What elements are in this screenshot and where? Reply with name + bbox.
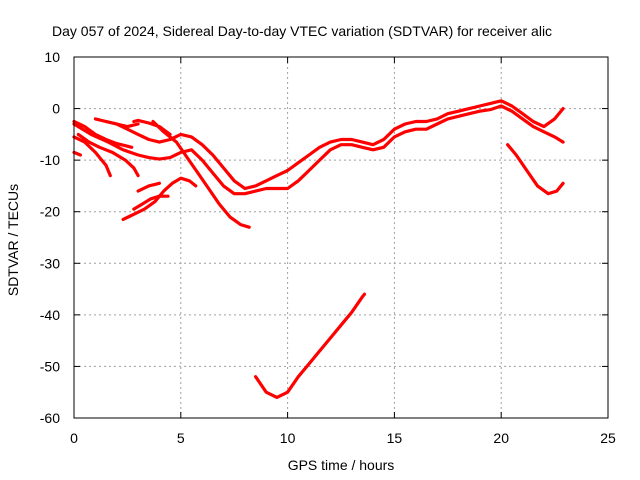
series-line-arc-10 — [121, 176, 198, 221]
y-tick-label: -10 — [40, 152, 60, 168]
series-line-arc-12 — [136, 181, 161, 193]
y-axis-label: SDTVAR / TECUs — [5, 184, 21, 296]
series-line-arc-13 — [254, 292, 367, 399]
series-line-arc-1 — [72, 150, 83, 157]
series-line-arc-6 — [93, 99, 565, 191]
series-line-arc-5 — [72, 104, 565, 196]
series-line-arc-4 — [76, 132, 140, 178]
x-axis-label: GPS time / hours — [288, 457, 395, 473]
chart-title: Day 057 of 2024, Sidereal Day-to-day VTE… — [52, 23, 552, 39]
series-line-arc-14 — [506, 143, 565, 196]
series-line-arc-3 — [72, 135, 112, 178]
series-line-arc-11 — [132, 194, 170, 211]
x-tick-label: 20 — [493, 430, 509, 446]
y-tick-label: -60 — [40, 410, 60, 426]
y-tick-label: -50 — [40, 358, 60, 374]
series-group — [72, 99, 565, 399]
y-tick-label: -30 — [40, 255, 60, 271]
y-tick-label: -40 — [40, 307, 60, 323]
grid — [73, 56, 609, 419]
x-tick-label: 0 — [70, 430, 78, 446]
y-tick-label: 10 — [44, 49, 60, 65]
x-tick-label: 10 — [280, 430, 296, 446]
tick-labels: 0 5 10 15 20 25 -60 -50 -40 -30 -20 -10 0 10 — [40, 49, 616, 446]
plot-frame — [73, 56, 609, 419]
series-line-arc-9 — [151, 119, 251, 229]
x-tick-label: 5 — [177, 430, 185, 446]
y-tick-label: 0 — [52, 101, 60, 117]
y-tick-label: -20 — [40, 204, 60, 220]
x-tick-label: 15 — [387, 430, 403, 446]
series-line-arc-7 — [104, 119, 140, 129]
x-tick-label: 25 — [600, 430, 616, 446]
